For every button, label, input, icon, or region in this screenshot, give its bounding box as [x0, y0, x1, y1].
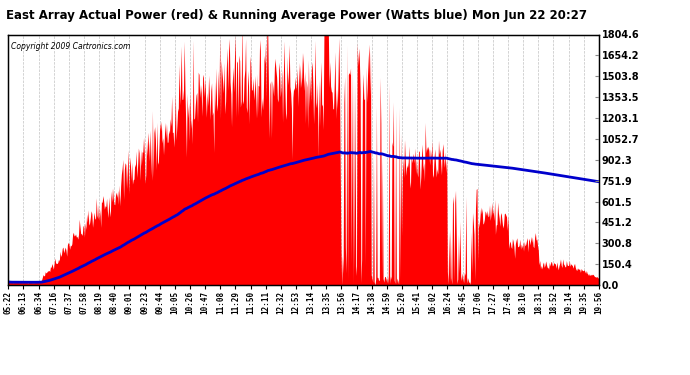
- Text: Copyright 2009 Cartronics.com: Copyright 2009 Cartronics.com: [11, 42, 130, 51]
- Text: East Array Actual Power (red) & Running Average Power (Watts blue) Mon Jun 22 20: East Array Actual Power (red) & Running …: [6, 9, 587, 22]
